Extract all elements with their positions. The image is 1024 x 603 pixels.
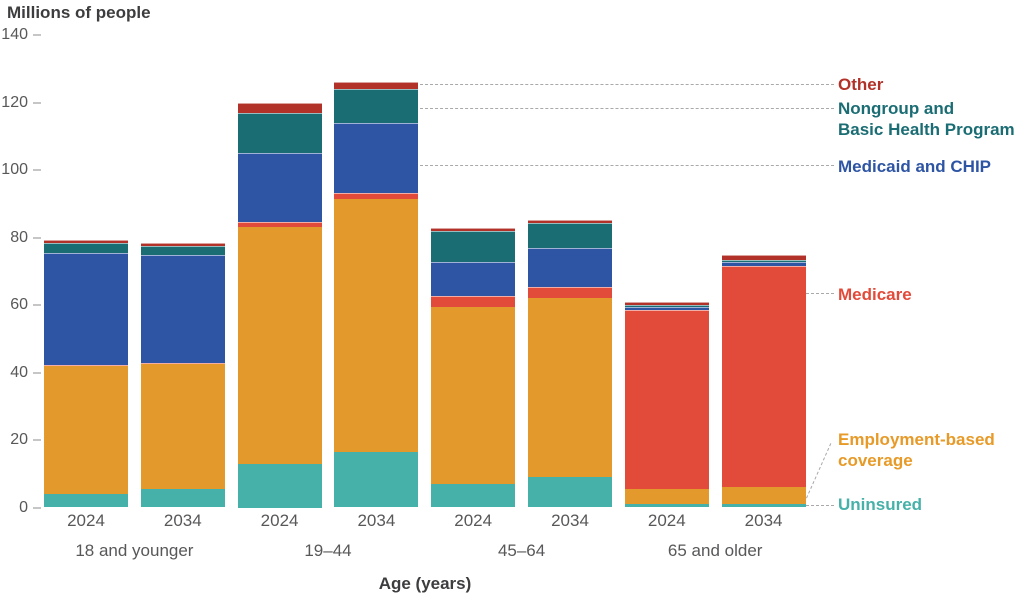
y-tick-mark <box>33 169 41 171</box>
y-tick-mark <box>33 304 41 306</box>
segment-other <box>334 81 419 89</box>
segment-uninsured <box>431 483 516 508</box>
segment-medicare <box>140 363 225 365</box>
bar-65 and older-2034 <box>721 255 806 508</box>
segment-uninsured <box>721 503 806 508</box>
segment-medicaid <box>624 306 709 311</box>
bar-19–44-2034 <box>334 81 419 508</box>
x-tick-label-year: 2024 <box>260 511 299 530</box>
y-tick-label-40: 40 <box>10 363 28 381</box>
y-tick-label-120: 120 <box>1 93 28 111</box>
leader-line-medicaid <box>420 165 834 166</box>
segment-other <box>237 102 322 113</box>
bar-65 and older-2024 <box>624 301 709 508</box>
y-tick-mark <box>33 236 41 239</box>
segment-employment <box>624 488 709 505</box>
segment-nongroup <box>528 222 612 248</box>
segment-medicaid <box>528 247 612 287</box>
segment-medicaid <box>334 122 419 193</box>
segment-other <box>44 239 128 244</box>
segment-uninsured <box>624 504 709 508</box>
y-tick-mark <box>33 101 41 104</box>
segment-other <box>140 243 225 246</box>
segment-nongroup <box>624 305 709 307</box>
legend-label-nongroup: Nongroup and Basic Health Program <box>838 99 1015 139</box>
segment-uninsured <box>44 493 128 508</box>
segment-medicaid <box>140 255 225 364</box>
segment-employment <box>528 298 612 478</box>
segment-other <box>624 301 709 306</box>
bar-45–64-2034 <box>528 219 612 508</box>
segment-other <box>431 228 516 232</box>
segment-medicare <box>44 364 128 366</box>
leader-line-nongroup <box>420 108 834 109</box>
segment-medicare <box>334 192 419 199</box>
segment-other <box>528 219 612 223</box>
legend-label-medicaid: Medicaid and CHIP <box>838 157 992 176</box>
y-tick-label-0: 0 <box>19 498 28 516</box>
x-group-label: 45–64 <box>497 541 546 560</box>
legend-label-uninsured: Uninsured <box>838 495 923 514</box>
legend-label-medicare: Medicare <box>838 285 912 304</box>
segment-employment <box>721 487 806 504</box>
leader-line-other <box>420 84 834 85</box>
x-tick-label-year: 2024 <box>454 511 493 530</box>
segment-other <box>721 255 806 261</box>
legend-label-employment: Employment-based coverage <box>838 430 995 470</box>
x-tick-label-year: 2034 <box>163 511 202 530</box>
y-tick-mark <box>33 371 41 374</box>
segment-medicare <box>721 266 806 488</box>
segment-uninsured <box>237 463 322 508</box>
x-axis-title: Age (years) <box>378 574 472 593</box>
segment-medicare <box>528 286 612 299</box>
segment-uninsured <box>334 451 419 508</box>
segment-employment <box>44 365 128 494</box>
segment-medicare <box>431 295 516 307</box>
segment-medicare <box>624 310 709 489</box>
x-tick-label-year: 2034 <box>551 511 589 530</box>
segment-uninsured <box>528 477 612 508</box>
segment-employment <box>334 198 419 452</box>
y-axis-title: Millions of people <box>7 3 151 22</box>
segment-employment <box>431 306 516 484</box>
x-group-label: 18 and younger <box>75 541 194 560</box>
x-group-label: 65 and older <box>667 541 763 560</box>
x-tick-label-year: 2024 <box>647 511 686 530</box>
y-tick-label-80: 80 <box>10 228 28 246</box>
y-tick-label-100: 100 <box>1 161 28 178</box>
x-group-label: 19–44 <box>304 541 352 560</box>
segment-medicaid <box>44 253 128 365</box>
x-tick-label-year: 2034 <box>744 511 783 530</box>
segment-nongroup <box>237 112 322 154</box>
bar-45–64-2024 <box>431 228 516 508</box>
segment-nongroup <box>431 231 516 262</box>
y-tick-label-140: 140 <box>1 26 28 43</box>
x-tick-label-year: 2024 <box>67 511 105 530</box>
segment-medicaid <box>721 262 806 267</box>
segment-uninsured <box>140 488 225 508</box>
segment-employment <box>140 364 225 489</box>
segment-medicare <box>237 222 322 228</box>
legend-label-other: Other <box>838 75 884 94</box>
leader-line-uninsured <box>806 505 834 506</box>
segment-nongroup <box>140 245 225 256</box>
bar-18 and younger-2034 <box>140 243 225 508</box>
y-tick-mark <box>33 506 41 509</box>
bar-19–44-2024 <box>237 102 322 508</box>
segment-nongroup <box>334 88 419 123</box>
leader-line-medicare <box>806 293 834 294</box>
y-tick-label-60: 60 <box>10 296 28 313</box>
segment-medicaid <box>431 261 516 296</box>
segment-nongroup <box>721 260 806 263</box>
segment-medicaid <box>237 153 322 223</box>
y-tick-mark <box>33 439 41 441</box>
bar-18 and younger-2024 <box>44 239 128 508</box>
y-tick-label-20: 20 <box>10 431 28 448</box>
segment-nongroup <box>44 243 128 254</box>
y-tick-mark <box>33 34 41 36</box>
x-tick-label-year: 2034 <box>357 511 396 530</box>
segment-employment <box>237 227 322 464</box>
